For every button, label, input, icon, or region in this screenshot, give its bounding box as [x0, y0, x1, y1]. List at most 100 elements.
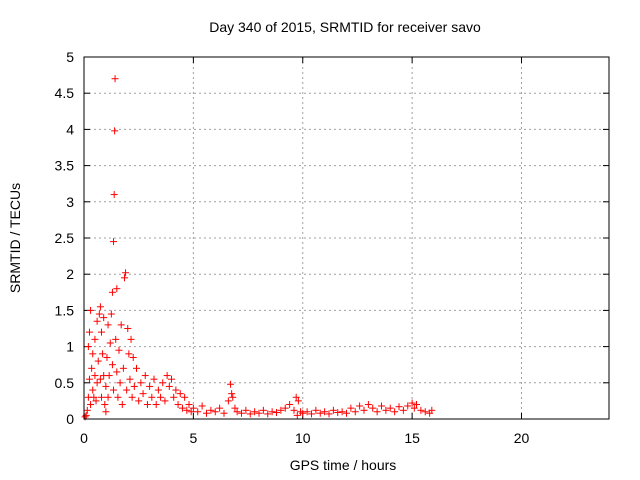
data-point: [159, 379, 167, 387]
data-point: [382, 406, 390, 414]
data-point: [91, 372, 99, 380]
data-point: [187, 408, 195, 416]
x-tick-label: 0: [80, 430, 88, 446]
data-point: [189, 404, 197, 412]
x-tick-label: 5: [189, 430, 197, 446]
data-point: [94, 357, 102, 365]
data-point: [294, 397, 302, 405]
data-point: [148, 393, 156, 401]
data-point: [312, 406, 320, 414]
data-point: [259, 406, 267, 414]
data-point: [98, 393, 105, 401]
data-point: [83, 406, 91, 414]
x-tick-label: 15: [404, 430, 420, 446]
data-point: [343, 409, 350, 417]
data-point: [88, 364, 96, 372]
data-point: [183, 406, 191, 414]
data-point: [170, 393, 178, 401]
data-point: [194, 408, 202, 416]
axis-ticks: 0 0.5 1 1.5 2 2.5 3 3.5 4 4.5 5 0 5 10 15 20: [55, 49, 609, 446]
data-point: [264, 410, 272, 418]
data-point: [157, 393, 165, 401]
data-point: [242, 406, 250, 414]
data-point: [334, 408, 342, 416]
data-point: [198, 402, 206, 410]
data-point: [101, 401, 109, 409]
data-point: [106, 339, 114, 347]
data-point: [126, 375, 134, 383]
data-point: [104, 393, 112, 401]
data-point: [124, 325, 132, 332]
data-point: [255, 409, 263, 417]
data-point: [129, 353, 137, 361]
data-point: [168, 375, 175, 383]
data-point: [273, 408, 280, 416]
data-point: [216, 404, 224, 412]
data-point: [146, 382, 154, 390]
data-point: [87, 401, 95, 409]
data-point: [154, 386, 162, 394]
data-point: [105, 372, 113, 380]
plot-frame: [83, 56, 610, 420]
data-point: [111, 127, 119, 135]
data-point: [299, 409, 307, 417]
data-point: [135, 397, 143, 405]
data-point: [96, 375, 104, 383]
data-point: [103, 353, 111, 361]
data-point: [286, 401, 294, 409]
y-tick-label: 4.5: [55, 85, 75, 101]
x-tick-label: 20: [514, 430, 530, 446]
data-point: [227, 380, 235, 388]
data-point: [127, 335, 135, 343]
data-point: [292, 393, 300, 401]
grid: [84, 57, 609, 419]
data-point: [165, 382, 173, 390]
x-axis-label: GPS time / hours: [290, 457, 397, 473]
data-point: [207, 406, 215, 414]
data-point: [114, 393, 122, 401]
data-point: [137, 379, 145, 387]
y-axis-label: SRMTID / TECUs: [7, 183, 23, 293]
data-point: [347, 404, 355, 412]
chart-title: Day 340 of 2015, SRMTID for receiver sav…: [209, 19, 481, 35]
data-point: [84, 343, 92, 351]
data-point: [118, 401, 126, 409]
data-point: [316, 409, 324, 417]
data-point: [112, 335, 120, 343]
data-point: [391, 408, 399, 416]
data-point: [364, 401, 372, 409]
data-point: [161, 397, 169, 405]
y-tick-label: 3: [66, 194, 74, 210]
data-point: [108, 288, 116, 296]
data-point: [408, 399, 416, 407]
data-point: [108, 361, 116, 369]
data-point: [91, 335, 99, 343]
data-point: [122, 269, 130, 277]
data-point: [111, 75, 119, 83]
data-point: [163, 372, 171, 380]
data-point: [290, 406, 298, 414]
data-point: [113, 285, 121, 293]
data-point: [176, 390, 184, 398]
data-point: [85, 375, 93, 383]
data-point: [113, 368, 121, 376]
data-point: [233, 408, 241, 416]
data-point: [128, 393, 136, 401]
data-point: [120, 274, 128, 282]
data-point: [203, 409, 210, 417]
y-tick-label: 0.5: [55, 375, 75, 391]
data-point: [303, 408, 311, 416]
data-point: [417, 406, 425, 414]
data-point: [110, 238, 118, 246]
y-tick-label: 0: [66, 411, 74, 427]
data-point: [251, 408, 259, 416]
data-point: [338, 408, 346, 416]
data-point: [116, 379, 124, 387]
data-point: [378, 402, 385, 410]
data-point: [428, 406, 436, 414]
data-point: [125, 350, 133, 358]
data-point: [329, 406, 337, 414]
data-point: [421, 408, 429, 416]
data-point: [90, 393, 98, 401]
data-point: [102, 408, 110, 416]
